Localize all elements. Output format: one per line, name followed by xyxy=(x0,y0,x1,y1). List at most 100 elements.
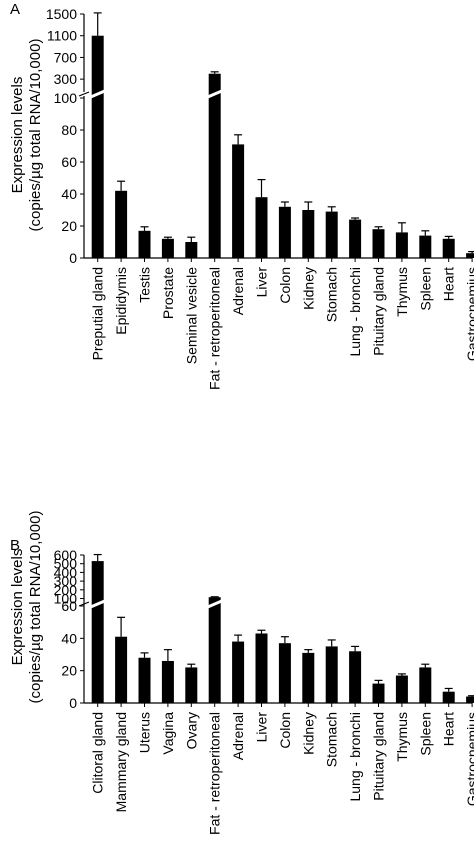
y-tick-label: 20 xyxy=(61,663,77,679)
x-tick-label: Adrenal xyxy=(230,267,246,315)
y-axis-label: (copies/µg total RNA/10,000) xyxy=(27,511,44,704)
bar-break-mark xyxy=(207,599,223,609)
x-tick-label: Thymus xyxy=(394,267,410,317)
bar xyxy=(349,651,362,703)
bar xyxy=(466,253,474,258)
bar xyxy=(442,238,455,258)
y-tick-label: 300 xyxy=(54,71,78,87)
bar xyxy=(161,660,174,703)
x-tick-label: Adrenal xyxy=(230,712,246,760)
y-tick-label: 1500 xyxy=(46,6,77,22)
axis-break-mark xyxy=(78,601,90,607)
bar xyxy=(232,144,245,258)
bar xyxy=(302,210,315,258)
bar xyxy=(185,242,198,258)
bar xyxy=(115,190,128,258)
x-tick-label: Colon xyxy=(277,267,293,304)
y-tick-label: 700 xyxy=(54,49,78,65)
y-tick-label: 0 xyxy=(69,250,77,266)
x-tick-label: Epididymis xyxy=(113,267,129,335)
x-tick-label: Thymus xyxy=(394,712,410,762)
bar-break-mark xyxy=(90,89,106,99)
y-tick-label: 40 xyxy=(61,186,77,202)
x-tick-label: Uterus xyxy=(137,712,153,753)
y-tick-label: 500 xyxy=(54,556,78,572)
x-tick-label: Liver xyxy=(254,267,270,298)
bar xyxy=(208,597,221,703)
y-tick-label: 400 xyxy=(54,564,78,580)
y-tick-label: 100 xyxy=(54,591,78,607)
panel-a: A Expression levels (copies/µg total RNA/1… xyxy=(9,1,474,390)
x-tick-label: Heart xyxy=(441,712,457,746)
bar xyxy=(115,636,128,703)
x-tick-label: Spleen xyxy=(417,712,433,756)
bar xyxy=(255,633,268,703)
x-tick-label: Stomach xyxy=(324,712,340,767)
axis-break-mark xyxy=(78,91,90,97)
x-tick-label: Ovary xyxy=(183,712,199,749)
y-axis-label: (copies/µg total RNA/10,000) xyxy=(27,39,44,232)
bar xyxy=(302,652,315,703)
x-tick-label: Heart xyxy=(441,267,457,301)
bar xyxy=(232,641,245,703)
y-tick-label: 0 xyxy=(69,695,77,711)
y-tick-label: 20 xyxy=(61,218,77,234)
bar xyxy=(138,230,151,258)
bar xyxy=(325,646,338,703)
bar xyxy=(466,696,474,703)
y-tick-label: 200 xyxy=(54,582,78,598)
x-tick-label: Colon xyxy=(277,712,293,749)
bar xyxy=(91,561,104,703)
x-tick-label: Liver xyxy=(254,712,270,743)
y-tick-label: 1100 xyxy=(47,28,77,44)
bar xyxy=(372,683,385,703)
x-tick-label: Fat - retroperitoneal xyxy=(207,712,223,835)
x-tick-label: Lung - bronchi xyxy=(347,712,363,802)
bar xyxy=(349,219,362,258)
x-tick-label: Pituitary gland xyxy=(371,267,387,356)
bar xyxy=(395,232,408,258)
x-tick-label: Preputial gland xyxy=(90,267,106,360)
bar xyxy=(208,73,221,258)
x-tick-label: Lung - bronchi xyxy=(347,267,363,357)
x-tick-label: Kidney xyxy=(300,267,316,310)
bar xyxy=(395,675,408,703)
y-tick-label: 300 xyxy=(54,573,78,589)
y-axis-label: Expression levels xyxy=(9,77,26,194)
y-axis-label: Expression levels xyxy=(9,549,26,666)
bar xyxy=(91,35,104,258)
x-tick-label: Gastrocnemius xyxy=(464,712,474,806)
bar-break-mark xyxy=(90,599,106,609)
bar xyxy=(185,667,198,703)
bar xyxy=(278,643,291,703)
y-tick-label: 100 xyxy=(54,90,78,106)
bar xyxy=(138,657,151,703)
x-tick-label: Fat - retroperitoneal xyxy=(207,267,223,390)
y-tick-label: 80 xyxy=(61,122,77,138)
bar xyxy=(419,235,432,258)
panel-label: A xyxy=(10,1,20,18)
bar xyxy=(161,238,174,258)
panel-label: B xyxy=(10,537,20,554)
bar xyxy=(419,667,432,703)
x-tick-label: Kidney xyxy=(300,712,316,755)
x-tick-label: Clitoral gland xyxy=(90,712,106,794)
x-tick-label: Spleen xyxy=(417,267,433,311)
bar xyxy=(442,691,455,703)
y-tick-label: 60 xyxy=(61,598,77,614)
bar xyxy=(372,229,385,258)
y-tick-label: 60 xyxy=(61,154,77,170)
x-tick-label: Testis xyxy=(137,267,153,303)
bar xyxy=(325,211,338,258)
x-tick-label: Vagina xyxy=(160,712,176,755)
x-tick-label: Pituitary gland xyxy=(371,712,387,801)
y-tick-label: 600 xyxy=(54,547,78,563)
x-tick-label: Gastrocnemius xyxy=(464,267,474,361)
bar-break-mark xyxy=(207,89,223,99)
bar xyxy=(255,197,268,258)
x-tick-label: Mammary gland xyxy=(113,712,129,812)
x-tick-label: Stomach xyxy=(324,267,340,322)
x-tick-label: Seminal vesicle xyxy=(183,267,199,364)
bar xyxy=(278,206,291,258)
